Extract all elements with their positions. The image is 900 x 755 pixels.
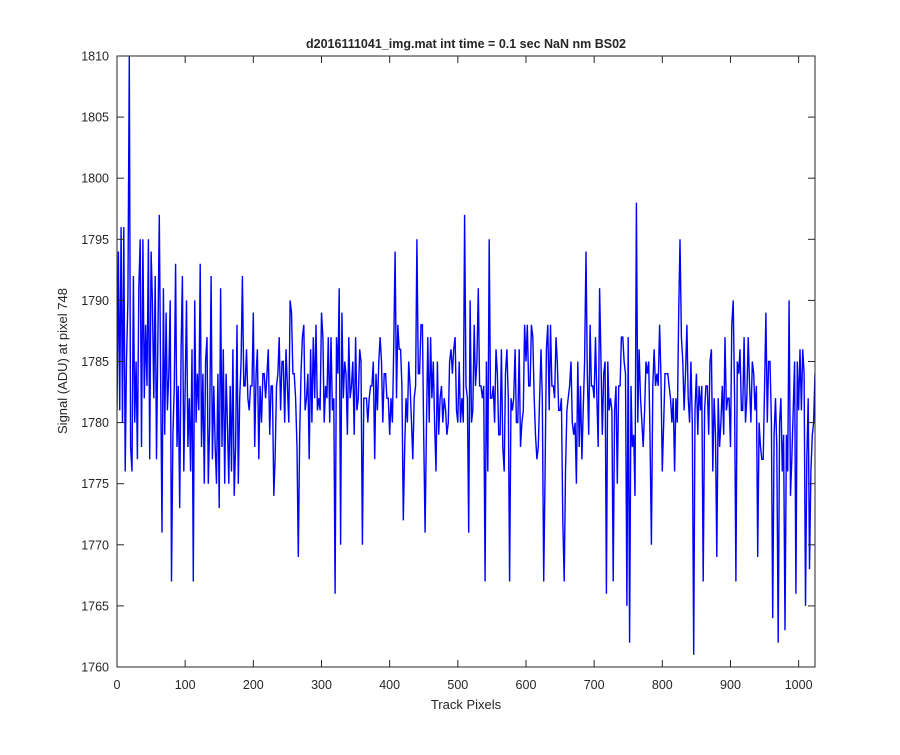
signal-series-line (117, 56, 815, 655)
x-tick-label: 800 (652, 678, 673, 692)
y-tick-label: 1795 (81, 233, 109, 247)
y-axis-label: Signal (ADU) at pixel 748 (55, 288, 70, 434)
x-tick-label: 500 (447, 678, 468, 692)
x-tick-label: 300 (311, 678, 332, 692)
y-tick-label: 1765 (81, 599, 109, 613)
x-tick-label: 600 (516, 678, 537, 692)
y-tick-label: 1770 (81, 538, 109, 552)
y-axis-ticks: 1760 1765 1770 1775 1780 1785 1790 1795 1800 1805… (81, 50, 815, 675)
y-tick-label: 1805 (81, 111, 109, 125)
x-axis-ticks: 0 100 200 300 400 500 600 700 800 900 1000 (114, 56, 813, 692)
x-tick-label: 1000 (785, 678, 813, 692)
x-tick-label: 100 (175, 678, 196, 692)
x-axis-label: Track Pixels (431, 697, 502, 712)
y-tick-label: 1780 (81, 416, 109, 430)
y-tick-label: 1760 (81, 661, 109, 675)
x-tick-label: 700 (584, 678, 605, 692)
x-tick-label: 900 (720, 678, 741, 692)
y-tick-label: 1785 (81, 355, 109, 369)
chart-title: d2016111041_img.mat int time = 0.1 sec N… (306, 37, 626, 51)
y-tick-label: 1775 (81, 477, 109, 491)
x-tick-label: 400 (379, 678, 400, 692)
y-tick-label: 1790 (81, 294, 109, 308)
y-tick-label: 1810 (81, 50, 109, 64)
y-tick-label: 1800 (81, 172, 109, 186)
x-tick-label: 0 (114, 678, 121, 692)
series-group (117, 56, 815, 655)
x-tick-label: 200 (243, 678, 264, 692)
